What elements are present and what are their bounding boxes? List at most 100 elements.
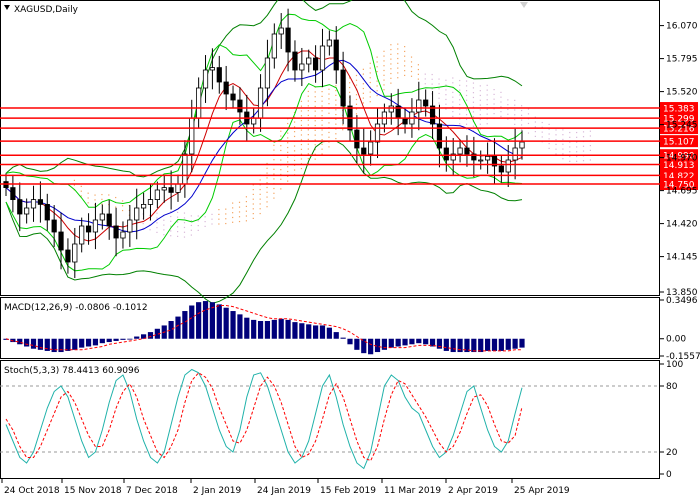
cloud-dot bbox=[307, 114, 309, 117]
cloud-dot bbox=[273, 187, 275, 190]
macd-bar bbox=[326, 327, 332, 339]
cloud-dot bbox=[562, 153, 564, 155]
price-tick-label: 14.145 bbox=[666, 253, 698, 263]
cloud-dot bbox=[266, 162, 268, 165]
cloud-dot bbox=[177, 235, 179, 237]
cloud-dot bbox=[287, 166, 289, 168]
cloud-dot bbox=[493, 89, 495, 91]
cloud-dot bbox=[383, 89, 385, 91]
cloud-dot bbox=[280, 159, 282, 161]
cloud-dot bbox=[472, 92, 475, 94]
macd-bar bbox=[361, 338, 367, 354]
macd-tick-label: 0.00 bbox=[666, 335, 686, 345]
macd-bar bbox=[271, 319, 277, 339]
cloud-dot bbox=[293, 169, 296, 171]
cloud-dot bbox=[452, 106, 454, 108]
macd-bar bbox=[244, 317, 250, 339]
candle-body bbox=[416, 99, 422, 113]
macd-bar bbox=[251, 319, 257, 339]
stoch-plot bbox=[0, 368, 660, 470]
cloud-dot bbox=[445, 79, 447, 81]
candle-body bbox=[127, 219, 133, 233]
cloud-dot bbox=[383, 79, 385, 81]
macd-tick-label: -0.1557 bbox=[666, 352, 700, 362]
cloud-dot bbox=[335, 133, 337, 135]
macd-bar bbox=[141, 334, 147, 339]
candle-body bbox=[436, 123, 443, 149]
cloud-dot bbox=[300, 153, 303, 155]
macd-bar bbox=[485, 338, 491, 351]
cloud-dot bbox=[555, 143, 557, 145]
cloud-dot bbox=[287, 151, 289, 153]
date-tick-label: 2 Jan 2019 bbox=[193, 486, 241, 496]
cloud-dot bbox=[404, 60, 406, 62]
candle-body bbox=[134, 207, 140, 221]
cloud-dot bbox=[266, 172, 268, 174]
level-tag-label: 15.299 bbox=[663, 115, 695, 125]
cloud-dot bbox=[280, 130, 282, 132]
cloud-dot bbox=[245, 196, 247, 198]
price-tick-label: 14.420 bbox=[666, 220, 698, 230]
cloud-dot bbox=[335, 99, 337, 101]
cloud-dot bbox=[479, 109, 481, 111]
cloud-dot bbox=[479, 90, 481, 92]
cloud-dot bbox=[459, 79, 461, 82]
candle-body bbox=[354, 129, 360, 149]
cloud-dot bbox=[156, 217, 158, 219]
price-tick-label: 13.850 bbox=[666, 288, 698, 298]
date-tick-label: 24 Oct 2018 bbox=[4, 486, 60, 496]
date-tick-label: 15 Nov 2018 bbox=[64, 486, 122, 496]
cloud-dot bbox=[314, 144, 316, 146]
candle-body bbox=[85, 225, 92, 233]
cloud-dot bbox=[245, 210, 247, 212]
macd-bar bbox=[292, 322, 298, 339]
cloud-dot bbox=[287, 161, 289, 163]
cloud-dot bbox=[293, 121, 296, 123]
cloud-dot bbox=[252, 217, 254, 219]
cloud-dot bbox=[562, 148, 564, 150]
cloud-dot bbox=[197, 229, 199, 231]
cloud-dot bbox=[321, 105, 323, 107]
candle-body bbox=[271, 33, 277, 59]
cloud-dot bbox=[562, 129, 564, 131]
cloud-dot bbox=[507, 108, 509, 111]
cloud-dot bbox=[252, 189, 254, 191]
cloud-dot bbox=[149, 229, 151, 231]
macd-bar bbox=[347, 338, 353, 345]
macd-bar bbox=[127, 338, 133, 340]
cloud-dot bbox=[390, 58, 392, 60]
cloud-dot bbox=[170, 211, 172, 213]
cloud-dot bbox=[142, 223, 144, 225]
cloud-dot bbox=[190, 234, 192, 236]
cloud-dot bbox=[101, 203, 103, 205]
macd-bar bbox=[402, 338, 408, 346]
cloud-dot bbox=[404, 65, 406, 67]
cloud-dot bbox=[314, 139, 316, 141]
cloud-dot bbox=[376, 56, 378, 58]
cloud-dot bbox=[548, 128, 550, 130]
macd-bar bbox=[429, 338, 436, 347]
cloud-dot bbox=[390, 82, 392, 84]
bollinger-upper-line bbox=[5, 0, 523, 178]
candle-body bbox=[216, 67, 222, 83]
macd-bar bbox=[175, 316, 181, 339]
candle-body bbox=[423, 99, 429, 107]
cloud-dot bbox=[321, 139, 323, 141]
cloud-dot bbox=[280, 178, 282, 180]
level-tag bbox=[660, 178, 698, 190]
cloud-dot bbox=[307, 100, 309, 102]
macd-bar bbox=[423, 338, 429, 345]
cloud-dot bbox=[589, 130, 591, 132]
cloud-dot bbox=[293, 116, 296, 118]
cloud-dot bbox=[170, 220, 172, 222]
macd-bar bbox=[299, 323, 305, 339]
cloud-dot bbox=[383, 60, 385, 62]
price-tick-label: 15.795 bbox=[666, 55, 698, 65]
cloud-dot bbox=[431, 88, 433, 90]
cloud-dot bbox=[472, 116, 475, 118]
candle-body bbox=[278, 27, 284, 35]
macd-bar bbox=[409, 338, 415, 345]
cloud-dot bbox=[314, 96, 316, 98]
cloud-dot bbox=[459, 103, 461, 106]
